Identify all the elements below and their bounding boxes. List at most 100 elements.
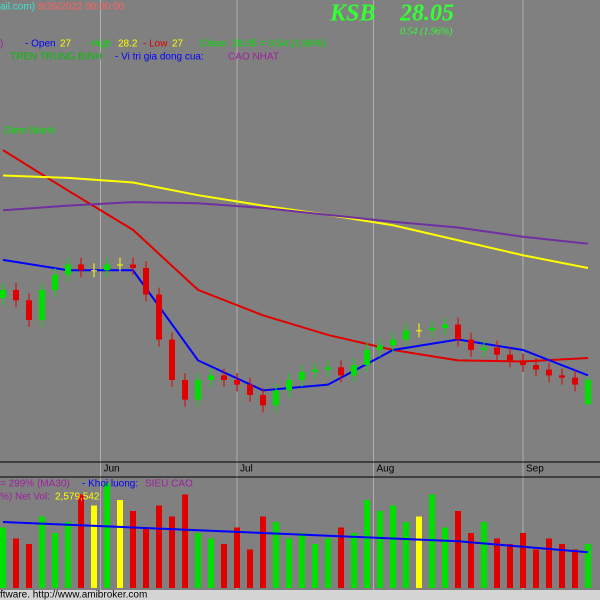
candle-body bbox=[559, 375, 565, 378]
last-price: 28.05 bbox=[399, 1, 454, 27]
candle-body bbox=[234, 379, 240, 385]
candle-body bbox=[403, 330, 409, 340]
volume-bar bbox=[221, 544, 227, 588]
volume-bar bbox=[312, 544, 318, 588]
signal: Diem Manh bbox=[4, 126, 55, 137]
candle-body bbox=[273, 390, 279, 406]
candle-body bbox=[442, 324, 448, 329]
volume-bar bbox=[468, 533, 474, 588]
candle-body bbox=[117, 264, 123, 266]
symbol: KSB bbox=[329, 1, 375, 27]
volume-level: SIEU CAO bbox=[145, 479, 193, 490]
candle-body bbox=[494, 347, 500, 355]
close-value: 28.05 = 0.54 (1.96%) bbox=[232, 39, 326, 50]
low-value: 27 bbox=[172, 39, 184, 50]
volume-bar bbox=[104, 483, 110, 588]
source: ail.com) bbox=[0, 2, 35, 13]
candle-body bbox=[247, 384, 253, 396]
candle-body bbox=[208, 375, 214, 380]
candle-body bbox=[364, 349, 370, 365]
candle-body bbox=[182, 379, 188, 400]
candle-body bbox=[195, 379, 201, 400]
volume-bar bbox=[247, 549, 253, 588]
volume-bar bbox=[91, 505, 97, 588]
volume-bar bbox=[260, 516, 266, 588]
x-tick-label: Sep bbox=[526, 464, 544, 475]
candle-body bbox=[169, 339, 175, 380]
moving-average bbox=[2, 149, 589, 363]
volume-bar bbox=[52, 533, 58, 588]
candle-body bbox=[416, 330, 422, 332]
volume-bar bbox=[455, 511, 461, 588]
volume-bar bbox=[559, 544, 565, 588]
volume-bar bbox=[273, 522, 279, 588]
candle-body bbox=[39, 289, 45, 320]
candle-body bbox=[312, 369, 318, 372]
close-label: Close: bbox=[200, 39, 228, 50]
volume-bar bbox=[39, 516, 45, 588]
candle-body bbox=[585, 379, 591, 405]
candle-body bbox=[429, 328, 435, 331]
net-vol: 2,579,542 bbox=[55, 492, 100, 503]
volume-bar bbox=[585, 544, 591, 588]
low-label: - Low bbox=[143, 39, 168, 50]
candle-body bbox=[13, 289, 19, 301]
volume-bar bbox=[208, 538, 214, 588]
volume-ratio: = 299% (MA30) bbox=[0, 479, 70, 490]
position-label: - Vi tri gia dong cua: bbox=[115, 52, 204, 63]
volume-bar bbox=[299, 533, 305, 588]
candle-body bbox=[221, 375, 227, 380]
candle-body bbox=[546, 369, 552, 376]
trend: TREN TRUNG BINH bbox=[10, 52, 102, 63]
volume-bar bbox=[390, 505, 396, 588]
volume-bar bbox=[143, 527, 149, 588]
open-value: 27 bbox=[60, 39, 72, 50]
moving-average bbox=[2, 201, 589, 245]
candle-body bbox=[65, 264, 71, 275]
x-tick-label: Jul bbox=[240, 464, 253, 475]
candle-body bbox=[91, 270, 97, 272]
volume-bar bbox=[195, 533, 201, 588]
volume-bar bbox=[481, 522, 487, 588]
volume-bar bbox=[0, 527, 6, 588]
volume-average bbox=[2, 521, 589, 554]
volume-bar bbox=[507, 544, 513, 588]
candle-body bbox=[156, 294, 162, 340]
moving-average bbox=[2, 258, 589, 392]
volume-bar bbox=[169, 516, 175, 588]
candle-body bbox=[299, 371, 305, 380]
volume-bar bbox=[130, 511, 136, 588]
net-vol-label: %) Net Vol: bbox=[0, 492, 50, 503]
volume-bar bbox=[442, 527, 448, 588]
position: CAO NHAT bbox=[228, 52, 279, 63]
candle-body bbox=[52, 274, 58, 290]
volume-bar bbox=[533, 549, 539, 588]
volume-bar bbox=[364, 500, 370, 588]
volume-bar bbox=[494, 538, 500, 588]
volume-bar bbox=[78, 494, 84, 588]
volume-bar bbox=[403, 522, 409, 588]
volume-bar bbox=[338, 527, 344, 588]
high-value: 28.2 bbox=[118, 39, 138, 50]
volume-bar bbox=[416, 516, 422, 588]
volume-bar bbox=[520, 533, 526, 588]
candle-body bbox=[520, 360, 526, 365]
x-tick-label: Aug bbox=[377, 464, 395, 475]
volume-label: - Khoi luong: bbox=[82, 479, 138, 490]
candle-body bbox=[390, 339, 396, 346]
volume-bar bbox=[13, 538, 19, 588]
candle-body bbox=[286, 379, 292, 391]
candle-body bbox=[533, 364, 539, 370]
candle-body bbox=[143, 267, 149, 295]
candle-body bbox=[260, 395, 266, 406]
volume-bar bbox=[65, 522, 71, 588]
open-label: - Open bbox=[25, 39, 56, 50]
volume-bar bbox=[182, 494, 188, 588]
footer: ftware. http://www.amibroker.com bbox=[0, 590, 147, 600]
x-tick-label: Jun bbox=[104, 464, 120, 475]
footer-bar bbox=[0, 590, 600, 600]
volume-bar bbox=[117, 500, 123, 588]
volume-bar bbox=[429, 494, 435, 588]
